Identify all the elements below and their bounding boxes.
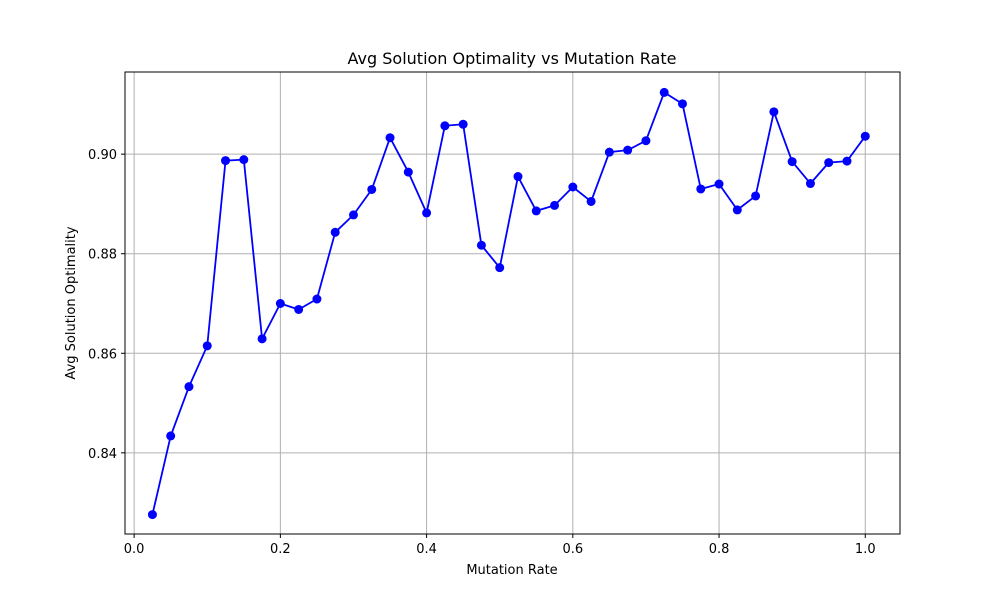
- data-point: [166, 431, 176, 441]
- data-point: [458, 119, 468, 129]
- data-point: [202, 341, 212, 351]
- y-tick-label: 0.90: [88, 148, 117, 163]
- data-point: [367, 184, 377, 194]
- data-point: [696, 184, 706, 194]
- data-point: [659, 87, 669, 97]
- data-point: [422, 208, 432, 218]
- data-point: [787, 157, 797, 167]
- data-point: [312, 294, 322, 304]
- chart-title: Avg Solution Optimality vs Mutation Rate: [348, 49, 677, 68]
- data-point: [824, 158, 834, 168]
- y-axis-label: Avg Solution Optimality: [64, 226, 79, 379]
- x-axis: 0.0 0.2 0.4 0.6 0.8 1.0: [124, 534, 876, 557]
- x-tick-label: 0.6: [562, 542, 583, 557]
- series-line: [151, 91, 866, 515]
- data-point: [677, 99, 687, 109]
- y-tick-label: 0.86: [88, 347, 117, 362]
- x-tick-label: 0.8: [709, 542, 730, 557]
- x-tick-label: 0.4: [416, 542, 437, 557]
- data-point: [476, 240, 486, 250]
- data-point: [604, 147, 614, 157]
- data-point: [348, 210, 358, 220]
- data-point: [550, 200, 560, 210]
- data-point: [513, 172, 523, 182]
- data-point: [440, 121, 450, 131]
- data-point: [751, 191, 761, 201]
- y-tick-label: 0.88: [88, 248, 117, 263]
- data-point: [860, 131, 870, 141]
- data-point: [623, 145, 633, 155]
- data-point: [531, 206, 541, 216]
- x-tick-label: 0.0: [124, 542, 145, 557]
- data-point: [586, 196, 596, 206]
- plot-frame: [124, 71, 901, 535]
- data-point: [330, 227, 340, 237]
- data-point: [257, 334, 267, 344]
- data-point: [275, 298, 285, 308]
- data-point: [184, 382, 194, 392]
- data-point: [641, 136, 651, 146]
- data-point: [147, 510, 157, 520]
- data-point: [769, 107, 779, 117]
- data-point: [403, 167, 413, 177]
- data-point: [221, 156, 231, 166]
- data-point: [495, 263, 505, 273]
- data-point: [842, 156, 852, 166]
- y-axis: 0.84 0.86 0.88 0.90: [88, 148, 125, 462]
- data-point: [732, 205, 742, 215]
- data-point: [239, 155, 249, 165]
- x-axis-label: Mutation Rate: [466, 563, 557, 578]
- data-point: [385, 133, 395, 143]
- x-tick-label: 0.2: [270, 542, 291, 557]
- grid: [125, 72, 900, 534]
- plot-area: [125, 72, 900, 534]
- data-point: [714, 179, 724, 189]
- data-point: [568, 182, 578, 192]
- series-group: [147, 87, 870, 520]
- data-point: [294, 304, 304, 314]
- x-tick-label: 1.0: [855, 542, 876, 557]
- data-point: [805, 179, 815, 189]
- y-tick-label: 0.84: [88, 447, 117, 462]
